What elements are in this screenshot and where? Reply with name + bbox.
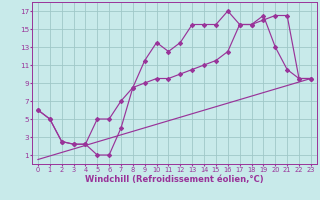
X-axis label: Windchill (Refroidissement éolien,°C): Windchill (Refroidissement éolien,°C) bbox=[85, 175, 264, 184]
